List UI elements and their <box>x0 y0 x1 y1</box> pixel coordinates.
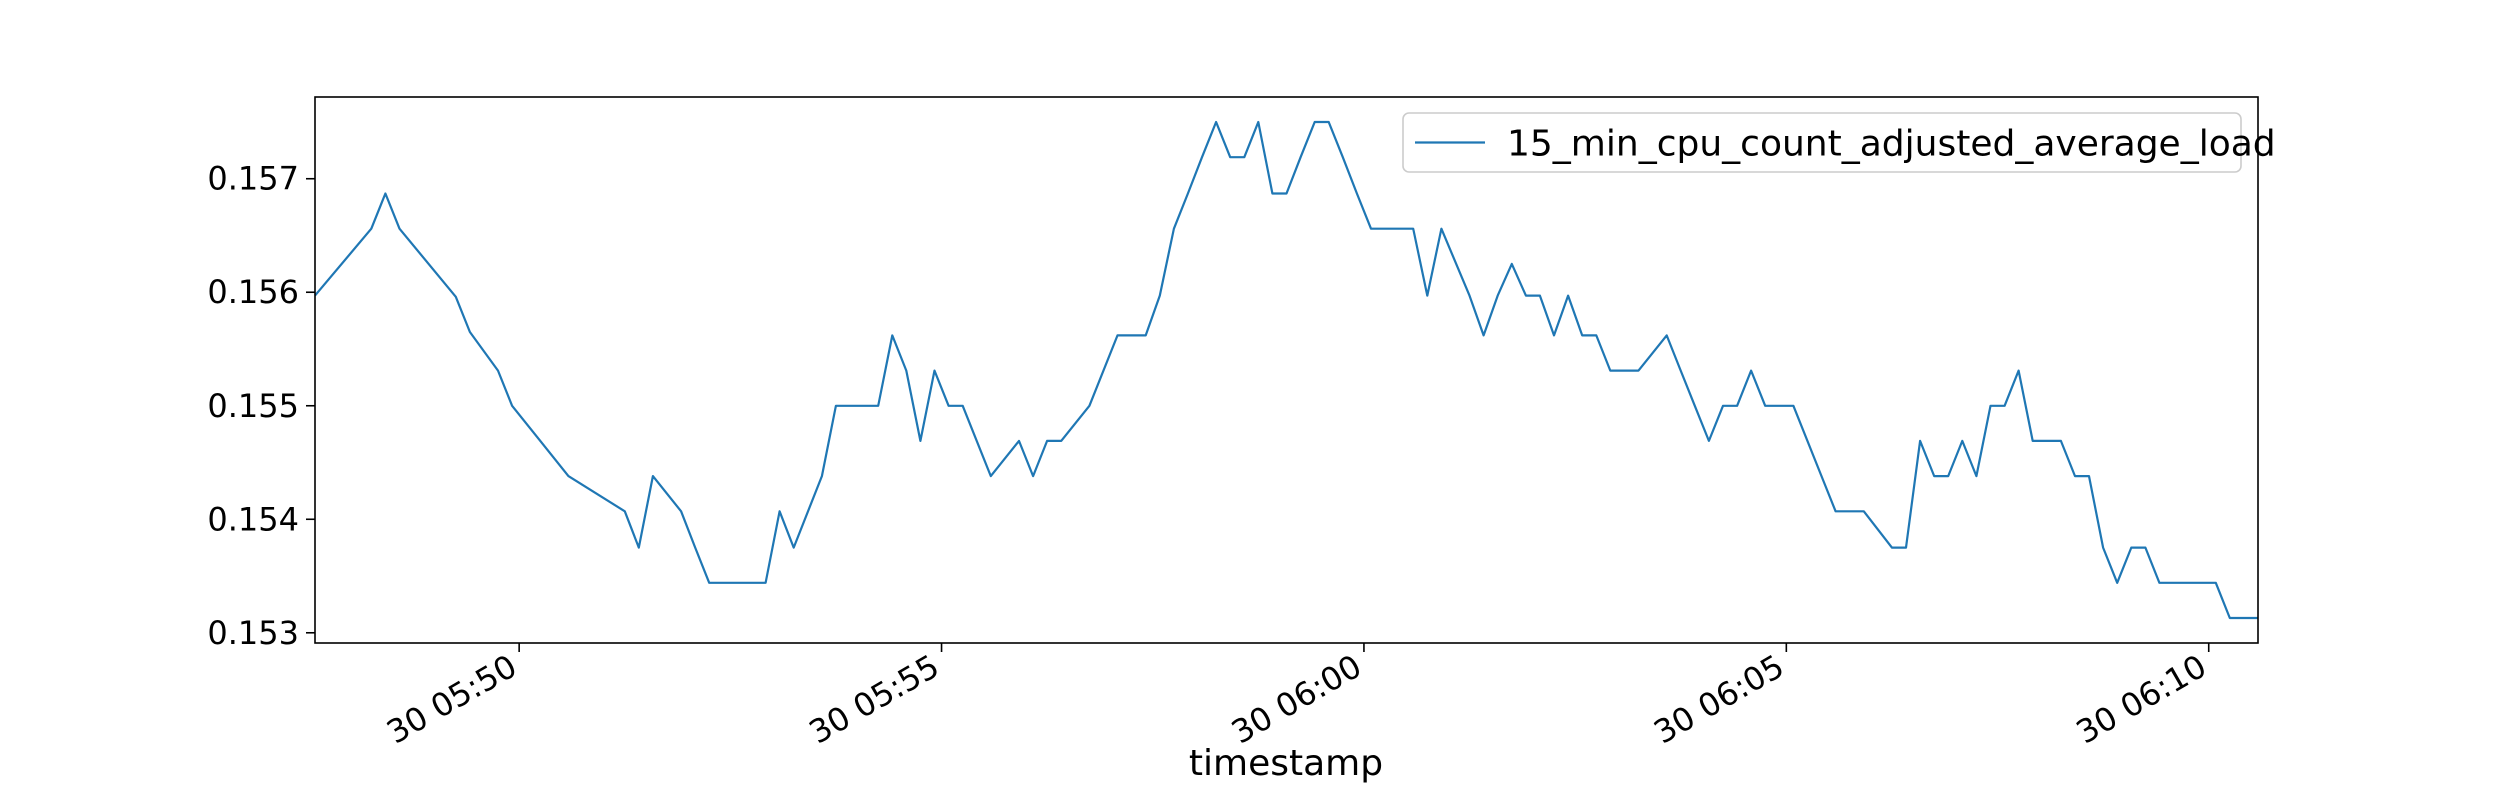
y-tick-label: 0.156 <box>207 273 299 311</box>
y-tick-label: 0.157 <box>207 160 299 198</box>
series-line-0 <box>314 120 2258 620</box>
y-tick-label: 0.154 <box>207 500 299 538</box>
x-axis-label: timestamp <box>1189 743 1383 784</box>
axes-frame <box>314 96 2259 644</box>
legend-label: 15_min_cpu_count_adjusted_average_load <box>1507 124 2276 165</box>
legend-box <box>1402 112 2242 173</box>
y-tick-label: 0.153 <box>207 614 299 652</box>
legend: 15_min_cpu_count_adjusted_average_load <box>1402 112 2276 173</box>
y-tick-label: 0.155 <box>207 387 299 425</box>
plot-area <box>314 120 2258 620</box>
